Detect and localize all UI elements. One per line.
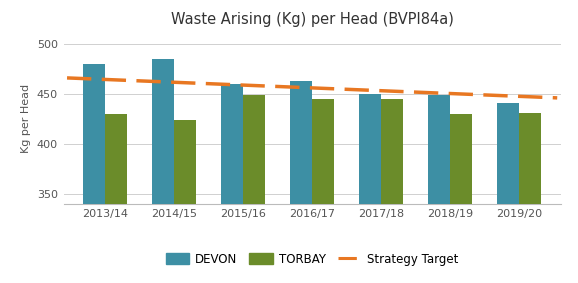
Legend: DEVON, TORBAY, Strategy Target: DEVON, TORBAY, Strategy Target xyxy=(162,249,462,269)
Y-axis label: Kg per Head: Kg per Head xyxy=(21,84,31,153)
Bar xyxy=(221,84,243,283)
Bar xyxy=(359,94,381,283)
Bar xyxy=(450,114,472,283)
Title: Waste Arising (Kg) per Head (BVPI84a): Waste Arising (Kg) per Head (BVPI84a) xyxy=(171,12,454,27)
Bar xyxy=(243,95,265,283)
Bar xyxy=(152,59,174,283)
Bar xyxy=(312,99,334,283)
Bar xyxy=(290,81,312,283)
Bar xyxy=(519,113,542,283)
Bar xyxy=(428,95,450,283)
Bar xyxy=(105,114,127,283)
Bar xyxy=(83,64,105,283)
Bar xyxy=(497,103,519,283)
Bar xyxy=(381,99,403,283)
Bar xyxy=(174,120,196,283)
